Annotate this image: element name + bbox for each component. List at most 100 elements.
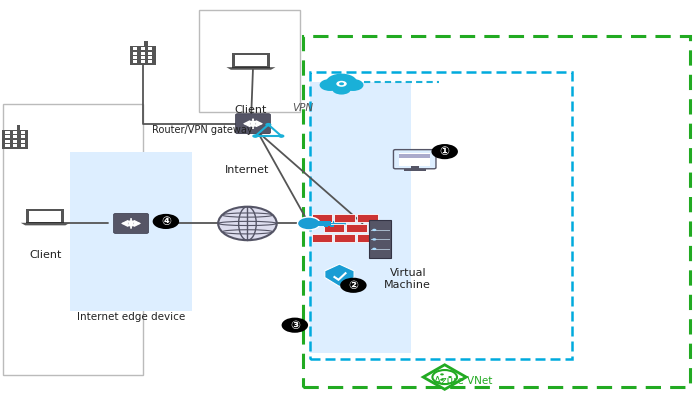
Circle shape [372, 229, 376, 231]
Bar [232, 53, 270, 67]
Bar [357, 234, 378, 242]
Circle shape [153, 214, 179, 229]
Circle shape [298, 217, 320, 230]
Bar [13, 131, 17, 134]
Bar [324, 225, 328, 227]
Bar [17, 125, 20, 130]
Bar [332, 83, 335, 85]
Polygon shape [227, 67, 275, 70]
Bar [3, 104, 143, 375]
Circle shape [340, 278, 367, 293]
Circle shape [332, 84, 351, 95]
Bar [26, 222, 64, 223]
Polygon shape [325, 264, 354, 286]
Text: ③: ③ [290, 319, 300, 332]
Bar [141, 60, 145, 63]
Bar [148, 47, 153, 50]
Bar [148, 56, 153, 59]
Bar [141, 51, 145, 55]
Bar [13, 140, 17, 143]
Circle shape [431, 144, 458, 159]
Bar [29, 211, 61, 221]
Bar [20, 144, 25, 147]
Bar [2, 130, 29, 149]
Bar [340, 79, 343, 81]
Text: ②: ② [348, 279, 358, 292]
Circle shape [339, 82, 344, 85]
Text: Router/VPN gateway: Router/VPN gateway [152, 124, 252, 135]
Bar [133, 47, 137, 50]
Bar [148, 51, 153, 55]
Circle shape [266, 123, 271, 126]
Bar [330, 225, 334, 227]
Bar [334, 80, 337, 82]
Bar [404, 169, 426, 171]
FancyBboxPatch shape [236, 114, 270, 134]
Bar [133, 51, 137, 55]
Bar [399, 154, 430, 158]
Bar [20, 135, 25, 138]
Text: Internet edge device: Internet edge device [77, 312, 185, 322]
Bar [20, 140, 25, 143]
Circle shape [336, 81, 346, 87]
Bar [148, 60, 153, 63]
Bar [144, 41, 148, 46]
Bar [346, 80, 349, 82]
Bar [323, 224, 344, 232]
Bar [369, 220, 391, 259]
Bar [340, 87, 343, 89]
Bar [346, 86, 349, 88]
Circle shape [342, 79, 363, 91]
Polygon shape [21, 223, 70, 225]
Bar [335, 214, 355, 223]
Bar [6, 135, 10, 138]
Bar [130, 46, 156, 65]
Bar [13, 135, 17, 138]
Bar [199, 10, 300, 112]
Bar [335, 234, 355, 242]
Bar [6, 144, 10, 147]
Bar [334, 86, 337, 88]
Text: ①: ① [440, 145, 450, 158]
Bar [141, 47, 145, 50]
Circle shape [319, 79, 340, 91]
Circle shape [448, 376, 452, 378]
Bar [70, 152, 192, 311]
Circle shape [441, 379, 444, 381]
Circle shape [441, 373, 444, 375]
Bar [348, 83, 351, 85]
Bar [399, 153, 430, 166]
Bar [26, 209, 64, 223]
Bar [235, 55, 267, 66]
Text: VPN: VPN [293, 103, 314, 113]
Circle shape [372, 238, 376, 241]
Bar [309, 221, 331, 225]
Bar [310, 82, 411, 353]
Text: Client: Client [235, 105, 267, 115]
Bar [20, 131, 25, 134]
FancyBboxPatch shape [393, 150, 436, 169]
Bar [346, 224, 367, 232]
Text: Azure VNet: Azure VNet [434, 376, 493, 386]
Text: Virtual
Machine: Virtual Machine [384, 269, 431, 290]
Text: ④: ④ [161, 215, 171, 228]
Circle shape [278, 134, 284, 138]
Bar [133, 56, 137, 59]
Bar [312, 214, 332, 223]
Circle shape [325, 73, 357, 92]
Text: Internet: Internet [225, 164, 270, 175]
Bar [6, 131, 10, 134]
FancyBboxPatch shape [114, 213, 148, 233]
Bar [312, 234, 332, 242]
Bar [369, 224, 390, 232]
Bar [133, 60, 137, 63]
Text: Client: Client [29, 250, 61, 261]
Circle shape [252, 134, 259, 138]
Bar [357, 214, 378, 223]
Circle shape [372, 248, 376, 250]
Bar [6, 140, 10, 143]
Bar [13, 144, 17, 147]
Bar [411, 166, 419, 170]
Circle shape [282, 318, 308, 333]
Circle shape [218, 207, 277, 240]
